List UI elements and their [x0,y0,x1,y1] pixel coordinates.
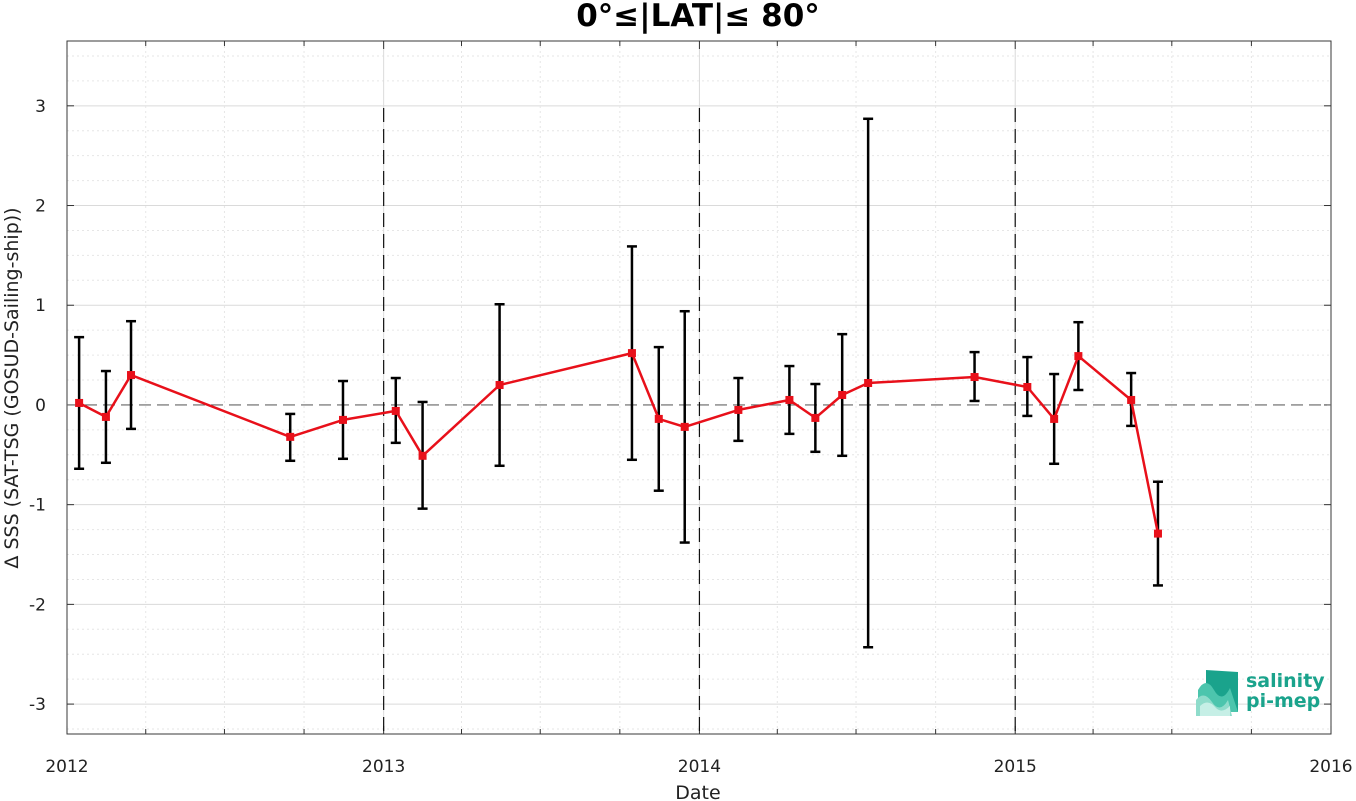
data-point-marker [680,422,689,431]
data-point-marker [1050,414,1059,423]
data-point-marker [864,379,873,388]
data-point-marker [101,412,110,421]
x-tick-label: 2014 [678,757,721,777]
data-point-marker [734,405,743,414]
series-line [78,351,1160,534]
x-axis-label: Date [675,782,720,801]
data-point-marker [785,395,794,404]
salinity-wave-icon [1196,670,1238,716]
y-tick-label: 1 [35,296,46,316]
data-point-marker [654,414,663,423]
y-tick-label: 0 [35,396,46,416]
data-point-marker [391,406,400,415]
data-point-marker [811,413,820,422]
data-point-marker [1153,529,1162,538]
logo-line-2: pi-mep [1246,690,1320,712]
y-tick-label: 2 [35,197,46,217]
y-tick-label: 3 [35,97,46,117]
data-point-marker [1074,352,1083,361]
data-point-marker [1023,383,1032,392]
chart-title: 0°≤|LAT|≤ 80° [576,0,820,34]
y-tick-label: -2 [29,595,46,615]
data-point-marker [418,451,427,460]
y-tick-label: -3 [29,695,46,715]
data-point-marker [1127,395,1136,404]
data-series [74,117,1163,649]
data-point-marker [970,373,979,382]
x-tick-label: 2016 [1309,757,1352,777]
x-tick-label: 2013 [362,757,405,777]
data-point-marker [838,390,847,399]
data-point-marker [495,381,504,390]
data-point-marker [127,371,136,380]
axes: -3 -2 -1 0 1 2 3 2012 2013 2014 2015 2016 [29,40,1353,777]
salinity-pi-mep-logo: salinity pi-mep [1196,670,1325,716]
y-tick-label: -1 [29,496,46,516]
x-tick-label: 2015 [994,757,1037,777]
data-point-marker [627,349,636,358]
data-point-marker [286,432,295,441]
data-point-marker [75,398,84,407]
logo-line-1: salinity [1246,670,1325,692]
y-axis-label: Δ SSS (SAT-TSG (GOSUD-Sailing-ship)) [1,207,23,568]
data-point-marker [338,415,347,424]
x-tick-label: 2012 [45,757,88,777]
